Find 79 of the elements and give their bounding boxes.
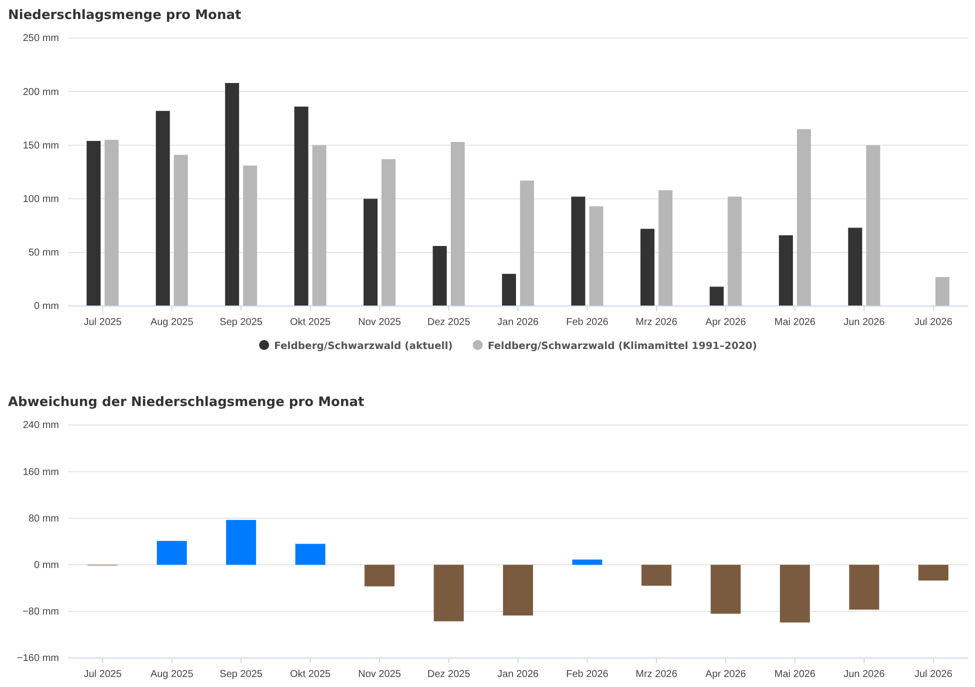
bar (571, 196, 586, 306)
bar (658, 190, 672, 306)
bar (503, 564, 533, 616)
y-tick-label: −80 mm (22, 606, 59, 618)
bar (796, 129, 811, 306)
bar (918, 564, 948, 581)
x-tick-label: Sep 2025 (220, 317, 263, 328)
bar (728, 196, 742, 306)
bar (243, 166, 258, 306)
x-tick-label: Okt 2025 (290, 317, 332, 328)
x-tick-label: Jul 2025 (84, 669, 122, 680)
bar (312, 145, 326, 306)
x-tick-label: Jul 2026 (914, 669, 953, 680)
bar (520, 180, 534, 306)
x-tick-label: Aug 2025 (150, 669, 194, 680)
x-tick-label: Aug 2025 (150, 317, 194, 328)
x-tick-label: Sep 2025 (220, 669, 263, 680)
bar (935, 277, 950, 306)
bar (156, 540, 187, 565)
bar (849, 564, 880, 610)
bar (225, 83, 240, 306)
bar (104, 140, 119, 306)
bar (294, 106, 308, 306)
y-tick-label: 160 mm (22, 466, 59, 478)
bar (866, 145, 880, 306)
bar (641, 564, 672, 586)
x-tick-label: Dez 2025 (427, 669, 471, 680)
x-tick-label: Nov 2025 (358, 317, 402, 328)
x-tick-label: Apr 2026 (705, 669, 746, 680)
bar (640, 228, 654, 306)
chart-title: Niederschlagsmenge pro Monat (8, 8, 242, 23)
y-tick-label: −160 mm (17, 653, 59, 664)
x-tick-label: Jun 2026 (844, 317, 886, 328)
bar (432, 246, 447, 306)
bar (710, 564, 741, 614)
bar (778, 235, 793, 306)
bar (780, 564, 810, 622)
bar (572, 560, 602, 565)
bar (502, 274, 516, 306)
x-tick-label: Feb 2026 (566, 317, 609, 328)
bar (382, 159, 396, 306)
x-tick-label: Mai 2026 (774, 669, 816, 680)
x-tick-label: Dez 2025 (427, 317, 471, 328)
y-tick-label: 250 mm (22, 33, 59, 44)
y-tick-label: 240 mm (22, 420, 59, 432)
bar (364, 198, 378, 306)
x-tick-label: Mrz 2026 (636, 317, 678, 328)
bar (589, 206, 604, 306)
x-tick-label: Okt 2025 (290, 669, 332, 680)
bar (364, 564, 395, 586)
y-tick-label: 0 mm (34, 560, 59, 571)
x-tick-label: Jul 2025 (84, 317, 122, 328)
bar (174, 154, 188, 306)
bar (848, 228, 862, 306)
bar (156, 110, 170, 306)
x-tick-label: Mai 2026 (774, 317, 816, 328)
legend-label: Feldberg/Schwarzwald (Klimamittel 1991–2020) (488, 341, 757, 352)
chart-title: Abweichung der Niederschlagsmenge pro Monat (8, 395, 364, 410)
bar (295, 544, 326, 565)
x-tick-label: Jan 2026 (497, 317, 540, 328)
y-tick-label: 0 mm (34, 301, 59, 312)
x-tick-label: Feb 2026 (566, 669, 609, 680)
x-tick-label: Mrz 2026 (636, 669, 678, 680)
y-tick-label: 150 mm (22, 140, 59, 152)
legend-label: Feldberg/Schwarzwald (aktuell) (274, 341, 453, 352)
x-tick-label: Jul 2026 (914, 317, 953, 328)
bar (710, 286, 724, 306)
y-tick-label: 100 mm (22, 194, 59, 205)
y-tick-label: 80 mm (28, 513, 59, 524)
y-tick-label: 200 mm (22, 86, 59, 98)
bar (434, 564, 464, 622)
x-tick-label: Nov 2025 (358, 669, 402, 680)
x-tick-label: Jan 2026 (497, 669, 540, 680)
bar (86, 140, 101, 306)
x-tick-label: Apr 2026 (705, 317, 746, 328)
y-tick-label: 50 mm (28, 248, 59, 259)
bar (450, 142, 465, 306)
x-tick-label: Jun 2026 (844, 669, 886, 680)
bar (226, 520, 256, 565)
